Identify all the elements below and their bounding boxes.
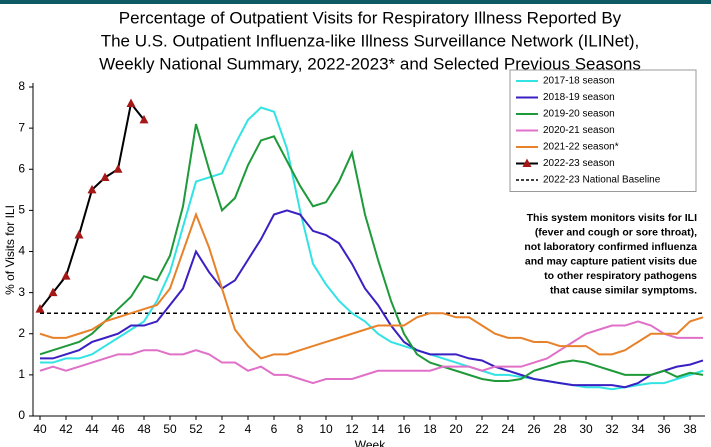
x-tick-label: 42 xyxy=(59,422,73,436)
x-tick-label: 2 xyxy=(219,422,226,436)
annotation: (fever and cough or sore throat), xyxy=(535,226,697,238)
top-bar xyxy=(0,0,711,4)
x-tick-label: 44 xyxy=(85,422,99,436)
x-tick-label: 38 xyxy=(683,422,697,436)
y-axis-label: % of Visits for ILI xyxy=(3,205,17,295)
y-tick-label: 5 xyxy=(18,203,25,217)
x-tick-label: 18 xyxy=(423,422,437,436)
x-tick-label: 20 xyxy=(449,422,463,436)
series-line xyxy=(40,209,704,389)
x-tick-label: 40 xyxy=(33,422,47,436)
x-tick-label: 32 xyxy=(605,422,619,436)
marker xyxy=(74,230,84,239)
x-tick-label: 26 xyxy=(527,422,541,436)
x-tick-label: 24 xyxy=(501,422,515,436)
annotation: to other respiratory pathogens xyxy=(544,270,697,282)
x-axis-label: Week xyxy=(355,438,386,447)
legend-label: 2022-23 National Baseline xyxy=(543,175,661,186)
legend-label: 2018-19 season xyxy=(543,92,615,103)
marker xyxy=(35,304,45,313)
annotation: This system monitors visits for ILI xyxy=(527,212,697,224)
marker xyxy=(139,114,149,124)
x-tick-label: 50 xyxy=(163,422,177,436)
x-tick-label: 28 xyxy=(553,422,567,436)
x-tick-label: 10 xyxy=(319,422,333,436)
legend-label: 2021-22 season* xyxy=(543,142,619,153)
legend-label: 2019-20 season xyxy=(543,109,615,120)
x-tick-label: 6 xyxy=(271,422,278,436)
series-line xyxy=(39,320,703,385)
chart-title: Weekly National Summary, 2022-2023* and … xyxy=(99,54,641,73)
x-tick-label: 52 xyxy=(189,422,203,436)
x-tick-label: 34 xyxy=(631,422,645,436)
annotation: not laboratory confirmed influenza xyxy=(524,241,697,253)
legend-label: 2020-21 season xyxy=(543,125,615,136)
chart-title: The U.S. Outpatient Influenza-like Illne… xyxy=(101,31,640,50)
x-tick-label: 22 xyxy=(475,422,489,436)
x-tick-label: 16 xyxy=(397,422,411,436)
legend-label: 2017-18 season xyxy=(543,76,615,87)
series-line xyxy=(39,211,704,360)
marker xyxy=(48,287,58,297)
marker xyxy=(87,184,97,194)
marker xyxy=(100,172,110,181)
legend-box xyxy=(509,69,697,192)
x-tick-label: 46 xyxy=(111,422,125,436)
y-tick-label: 6 xyxy=(18,161,25,175)
y-tick-label: 1 xyxy=(18,367,25,381)
y-tick-label: 4 xyxy=(18,244,25,258)
y-tick-label: 8 xyxy=(18,79,25,93)
x-tick-label: 4 xyxy=(245,422,252,436)
annotation: and may capture patient visits due xyxy=(525,255,697,267)
legend-label: 2022-23 season xyxy=(543,158,615,169)
x-tick-label: 48 xyxy=(137,422,151,436)
legend-marker xyxy=(522,158,532,167)
annotation: that cause similar symptoms. xyxy=(550,284,697,296)
y-tick-label: 3 xyxy=(18,285,25,299)
marker xyxy=(113,164,123,173)
x-tick-label: 36 xyxy=(657,422,671,436)
x-tick-label: 14 xyxy=(371,422,385,436)
series-line xyxy=(39,101,145,310)
y-tick-label: 0 xyxy=(18,408,25,422)
x-tick-label: 8 xyxy=(297,422,304,436)
y-tick-label: 2 xyxy=(18,326,25,340)
x-tick-label: 12 xyxy=(345,422,359,436)
y-tick-label: 7 xyxy=(18,120,25,134)
marker xyxy=(61,271,71,280)
marker xyxy=(126,98,136,107)
chart-title: Percentage of Outpatient Visits for Resp… xyxy=(119,8,622,27)
x-tick-label: 30 xyxy=(579,422,593,436)
series-line xyxy=(39,123,704,383)
